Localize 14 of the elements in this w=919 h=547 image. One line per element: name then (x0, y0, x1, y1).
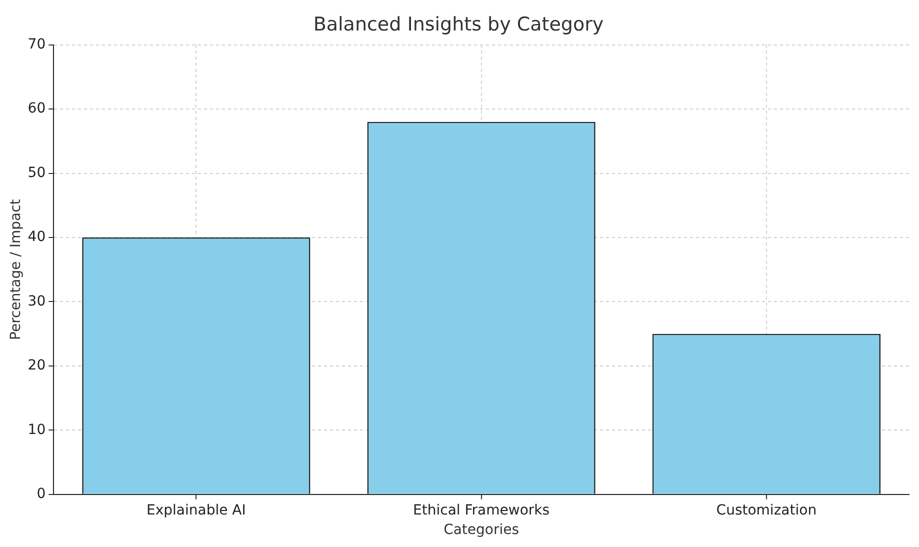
y-tick-label: 40 (28, 229, 46, 246)
y-tick-label: 60 (28, 100, 46, 117)
y-tick-label: 30 (28, 293, 46, 310)
y-tick-label: 0 (36, 486, 46, 502)
x-tick-label: Ethical Frameworks (413, 502, 550, 518)
x-axis-title: Categories (444, 522, 520, 538)
chart-title: Balanced Insights by Category (313, 13, 604, 36)
x-tick-label: Explainable AI (146, 502, 246, 518)
x-tick-label: Customization (716, 502, 817, 518)
y-tick-label: 70 (28, 36, 46, 52)
y-tick-label: 50 (28, 164, 46, 181)
y-axis-title: Percentage / Impact (8, 198, 24, 340)
y-tick-label: 20 (28, 358, 46, 374)
y-tick-label: 10 (28, 422, 46, 438)
